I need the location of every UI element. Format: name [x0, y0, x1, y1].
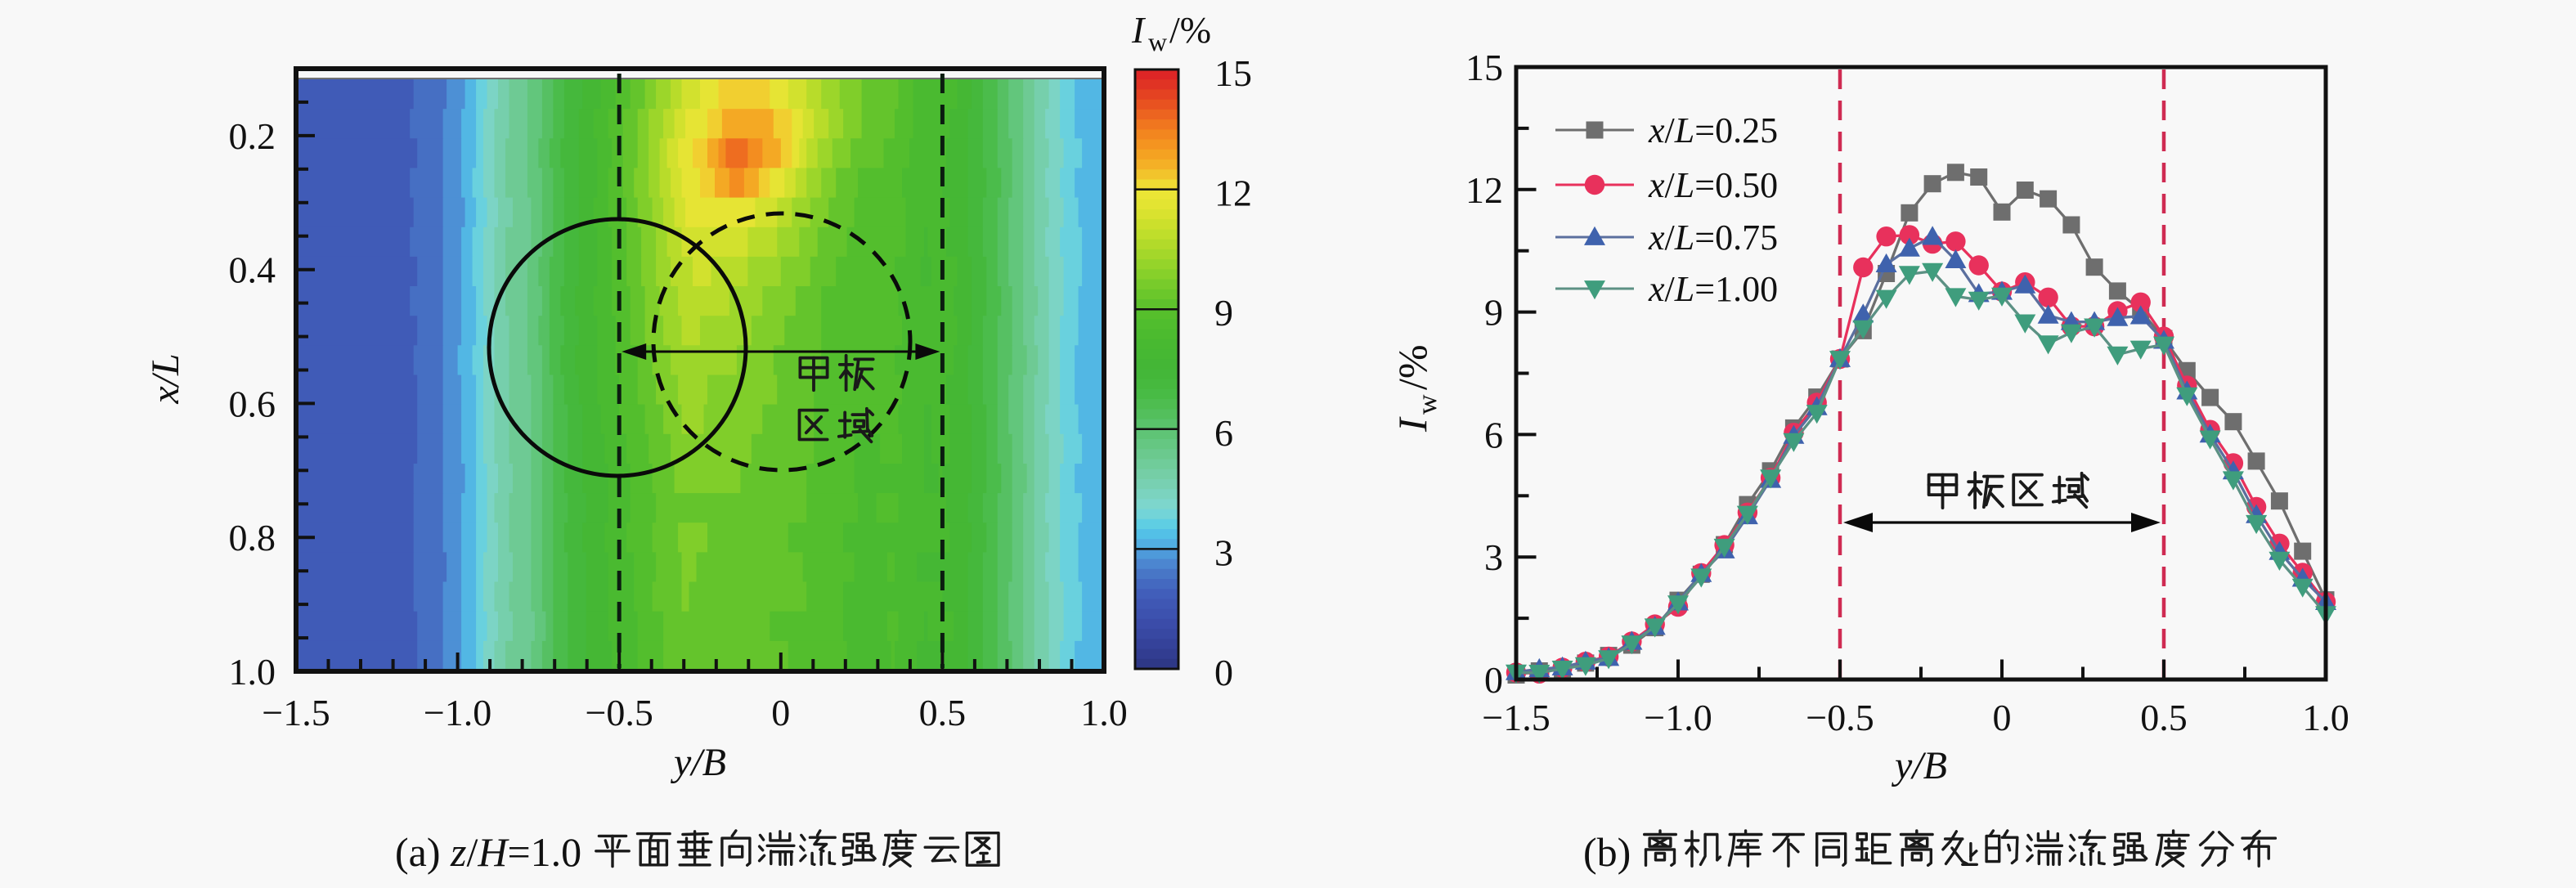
svg-text:0.8: 0.8 — [229, 517, 276, 558]
svg-text:−1.5: −1.5 — [1482, 697, 1550, 738]
svg-text:x/L=0.50: x/L=0.50 — [1648, 165, 1778, 205]
svg-text:9: 9 — [1214, 292, 1233, 334]
svg-text:w: w — [1412, 394, 1443, 415]
svg-text:9: 9 — [1484, 292, 1503, 334]
svg-text:I: I — [1131, 9, 1147, 51]
svg-text:/%: /% — [1389, 344, 1435, 390]
svg-text:3: 3 — [1214, 531, 1233, 573]
svg-text:y/B: y/B — [1891, 744, 1947, 787]
svg-text:0.5: 0.5 — [919, 692, 967, 733]
svg-text:(b): (b) — [1583, 829, 1631, 875]
svg-text:I: I — [1389, 416, 1435, 433]
svg-text:x/L=0.25: x/L=0.25 — [1648, 110, 1778, 150]
svg-text:1.0: 1.0 — [229, 651, 276, 693]
svg-text:0: 0 — [1214, 652, 1233, 693]
svg-text:15: 15 — [1465, 47, 1503, 88]
svg-text:0: 0 — [1484, 659, 1503, 701]
svg-text:x/L=1.00: x/L=1.00 — [1648, 269, 1778, 309]
svg-text:x/L: x/L — [144, 353, 187, 404]
svg-text:0: 0 — [1993, 697, 2012, 738]
svg-text:x/L=0.75: x/L=0.75 — [1648, 218, 1778, 258]
svg-text:−0.5: −0.5 — [1806, 697, 1874, 738]
svg-text:0.2: 0.2 — [229, 115, 276, 157]
svg-text:3: 3 — [1484, 536, 1503, 578]
svg-text:(a) z/H=1.0: (a) z/H=1.0 — [395, 829, 581, 875]
svg-text:−1.0: −1.0 — [1644, 697, 1712, 738]
svg-text:1.0: 1.0 — [1080, 692, 1128, 733]
svg-text:w: w — [1148, 27, 1167, 56]
svg-text:/%: /% — [1169, 9, 1211, 51]
svg-text:15: 15 — [1214, 52, 1252, 94]
svg-text:12: 12 — [1214, 173, 1252, 214]
svg-text:6: 6 — [1214, 412, 1233, 454]
svg-text:6: 6 — [1484, 414, 1503, 455]
svg-text:1.0: 1.0 — [2302, 697, 2349, 738]
svg-text:0: 0 — [771, 692, 790, 733]
svg-text:0.4: 0.4 — [229, 249, 276, 291]
svg-text:y/B: y/B — [670, 741, 726, 784]
svg-text:−1.5: −1.5 — [262, 692, 330, 733]
svg-text:−1.0: −1.0 — [424, 692, 491, 733]
svg-text:0.6: 0.6 — [229, 383, 276, 424]
svg-text:0.5: 0.5 — [2140, 697, 2188, 738]
svg-text:12: 12 — [1465, 169, 1503, 211]
svg-text:−0.5: −0.5 — [585, 692, 653, 733]
